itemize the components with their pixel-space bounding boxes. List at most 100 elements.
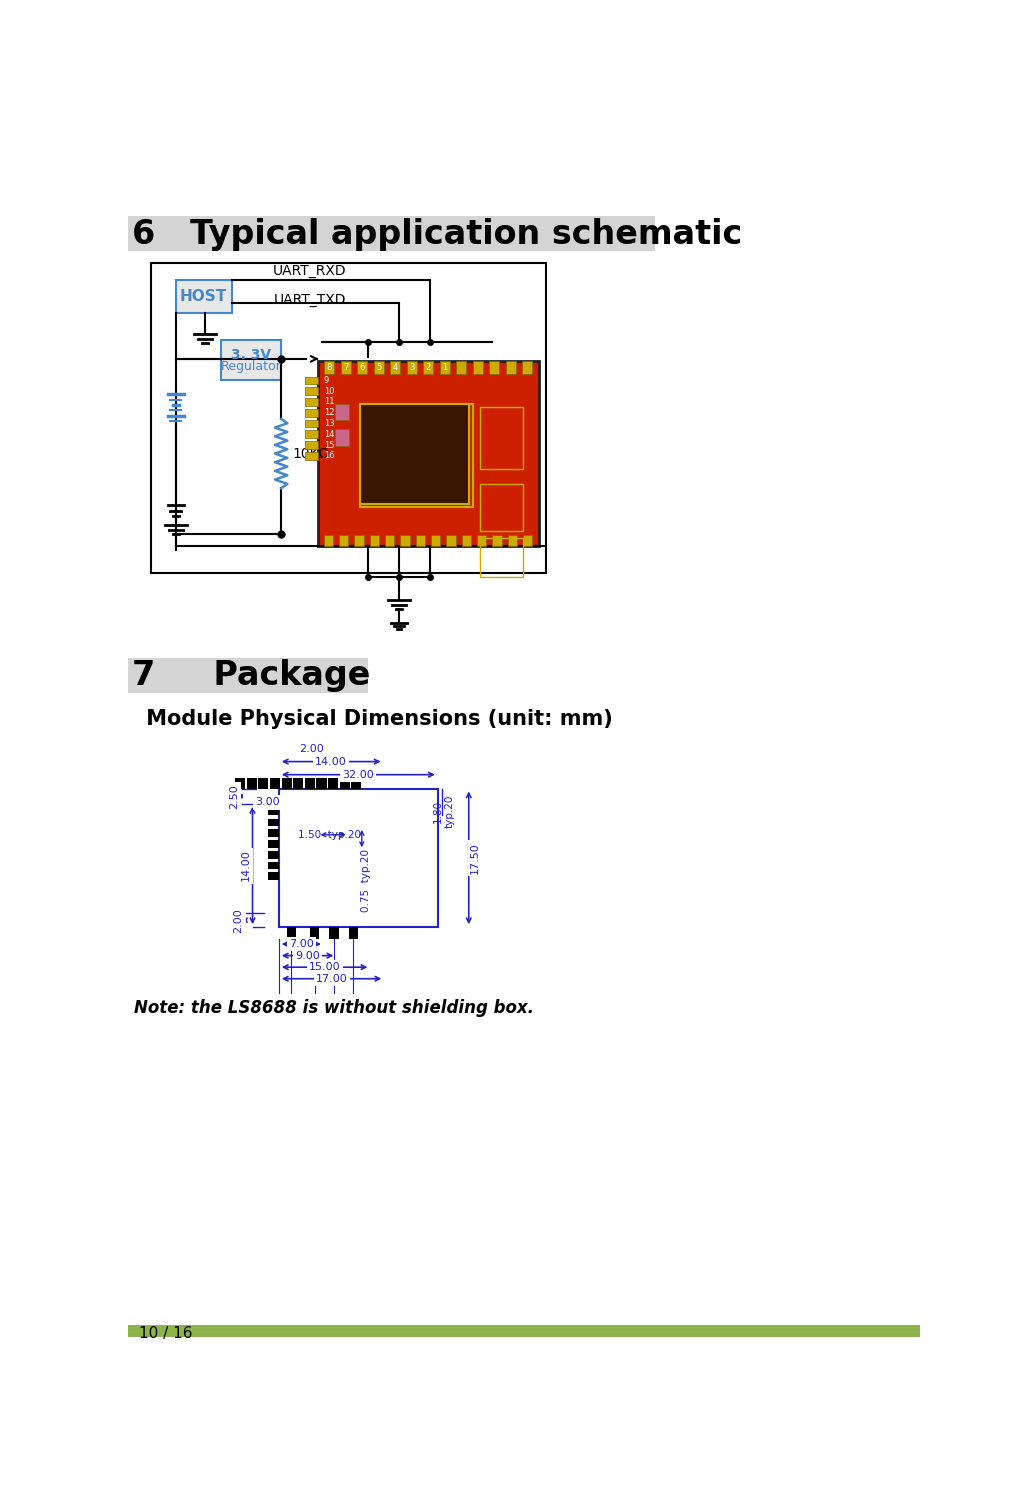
Bar <box>310 927 319 939</box>
Text: 12: 12 <box>324 409 334 418</box>
FancyBboxPatch shape <box>176 281 232 312</box>
Text: 2.00: 2.00 <box>234 907 243 933</box>
Bar <box>352 778 362 789</box>
Text: 32.00: 32.00 <box>342 769 374 780</box>
Bar <box>235 778 245 789</box>
Text: 7.00: 7.00 <box>289 939 314 949</box>
Bar <box>306 409 318 416</box>
Bar <box>390 360 400 374</box>
Bar <box>268 829 279 837</box>
Bar <box>128 658 368 692</box>
Bar <box>439 360 450 374</box>
Bar <box>401 535 410 547</box>
Bar <box>508 535 517 547</box>
Text: 7     Package: 7 Package <box>132 659 370 692</box>
Bar <box>480 484 523 530</box>
Text: 9.00: 9.00 <box>295 951 320 961</box>
Text: 15.00: 15.00 <box>309 963 340 972</box>
Bar <box>506 360 515 374</box>
Text: 13: 13 <box>324 419 334 428</box>
Bar <box>355 535 364 547</box>
Text: 0.75  typ.20: 0.75 typ.20 <box>361 850 371 912</box>
Bar <box>328 778 338 789</box>
Text: 1.80
typ.20: 1.80 typ.20 <box>433 795 455 828</box>
Bar <box>128 1332 920 1337</box>
Bar <box>340 360 351 374</box>
Bar <box>489 360 499 374</box>
Bar <box>339 535 349 547</box>
Bar <box>306 388 318 395</box>
Bar <box>360 404 472 508</box>
FancyBboxPatch shape <box>221 341 281 380</box>
Text: 2.50: 2.50 <box>229 784 239 808</box>
Bar <box>339 778 350 789</box>
Bar <box>259 778 269 789</box>
Bar <box>268 873 279 880</box>
Text: 3: 3 <box>409 363 414 372</box>
Bar <box>324 360 334 374</box>
Text: 8: 8 <box>326 363 332 372</box>
Bar <box>334 430 349 446</box>
Bar <box>306 398 318 406</box>
Text: Note: the LS8688 is without shielding box.: Note: the LS8688 is without shielding bo… <box>134 999 533 1017</box>
Bar <box>282 778 291 789</box>
Bar <box>151 263 546 572</box>
Text: 10KΩ: 10KΩ <box>292 446 329 461</box>
Text: HOST: HOST <box>180 288 227 303</box>
Text: 3.00: 3.00 <box>254 798 280 808</box>
Bar <box>456 360 466 374</box>
Text: 3. 3V: 3. 3V <box>231 348 271 362</box>
Text: 10 / 16: 10 / 16 <box>139 1326 193 1341</box>
Text: 2: 2 <box>425 363 430 372</box>
Text: 15: 15 <box>324 440 334 449</box>
Text: 9: 9 <box>324 376 329 385</box>
Bar <box>480 407 523 469</box>
Text: Module Physical Dimensions (unit: mm): Module Physical Dimensions (unit: mm) <box>139 709 613 730</box>
Bar <box>407 360 417 374</box>
Text: 7: 7 <box>343 363 349 372</box>
Text: 5: 5 <box>376 363 381 372</box>
Bar <box>385 535 394 547</box>
Bar <box>370 535 379 547</box>
Bar <box>279 789 437 927</box>
Bar <box>128 216 655 251</box>
Bar <box>423 360 433 374</box>
Text: 17.50: 17.50 <box>470 843 480 874</box>
Text: 6   Typical application schematic: 6 Typical application schematic <box>132 218 742 251</box>
Bar <box>305 778 315 789</box>
Text: Regulator: Regulator <box>221 360 281 372</box>
Bar <box>286 927 296 939</box>
Bar <box>306 377 318 385</box>
Bar <box>306 452 318 460</box>
Bar <box>349 927 358 939</box>
Bar <box>268 840 279 847</box>
Text: 14: 14 <box>324 430 334 439</box>
Bar <box>493 535 502 547</box>
Text: UART_TXD: UART_TXD <box>274 293 346 306</box>
Bar <box>373 360 383 374</box>
Text: 1: 1 <box>442 363 448 372</box>
Text: 11: 11 <box>324 398 334 407</box>
Bar <box>329 927 338 939</box>
Text: 14.00: 14.00 <box>241 850 251 882</box>
Bar <box>431 535 440 547</box>
Bar <box>462 535 471 547</box>
Bar <box>306 419 318 428</box>
Text: 1.50  typ.20: 1.50 typ.20 <box>298 829 361 840</box>
Text: 2.00: 2.00 <box>299 743 324 754</box>
Bar <box>522 360 532 374</box>
Bar <box>270 778 280 789</box>
Bar <box>293 778 304 789</box>
Bar <box>416 535 425 547</box>
Bar <box>324 535 333 547</box>
Text: UART_RXD: UART_RXD <box>273 264 346 278</box>
Bar <box>480 538 523 577</box>
Text: 14.00: 14.00 <box>316 757 347 766</box>
Bar <box>447 535 456 547</box>
Bar <box>268 808 279 816</box>
Text: 16: 16 <box>324 452 334 461</box>
Bar <box>306 431 318 439</box>
Text: 4: 4 <box>392 363 398 372</box>
Bar <box>268 852 279 859</box>
Bar <box>360 404 469 503</box>
